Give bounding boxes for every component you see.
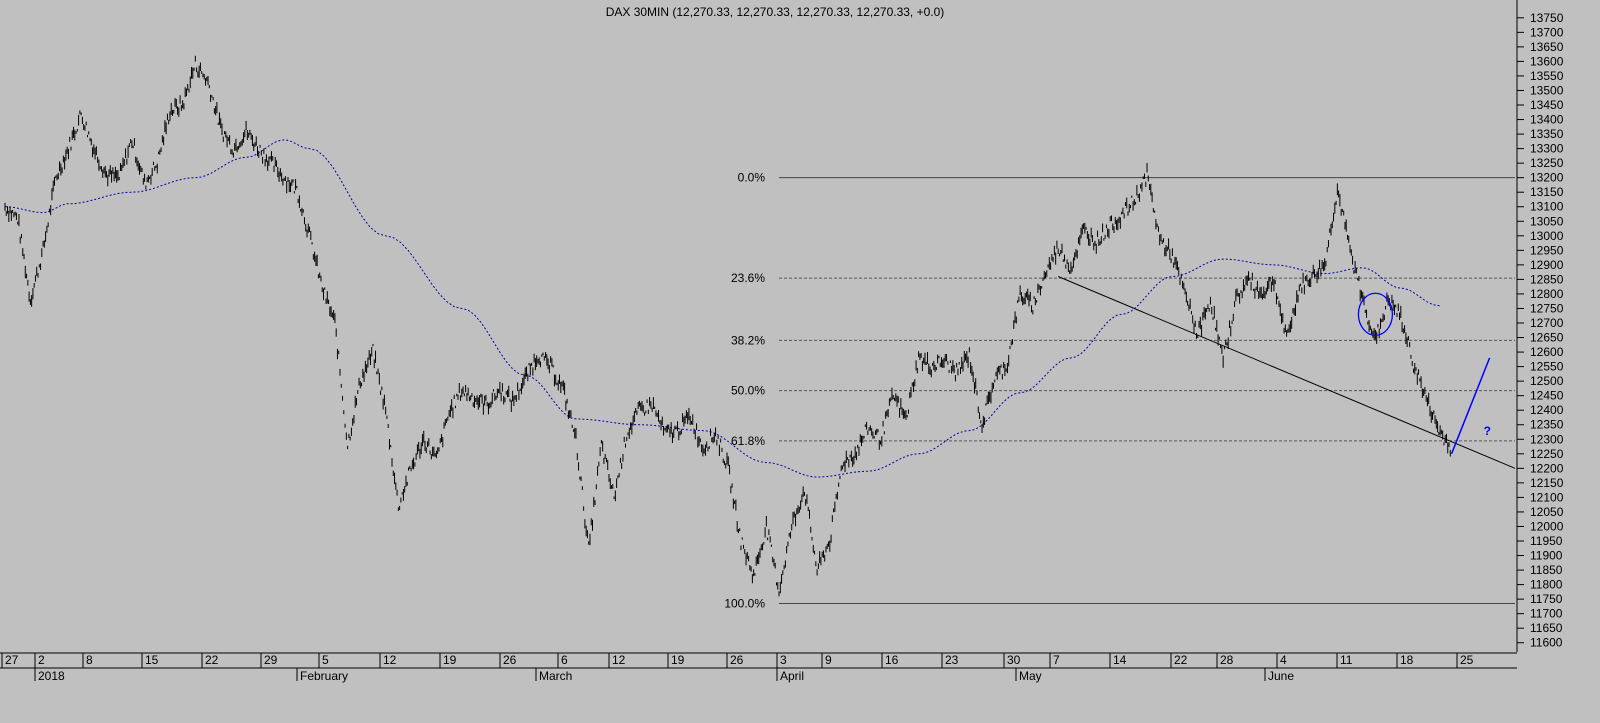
x-month-label: 2018 xyxy=(38,669,65,683)
x-day-label: 8 xyxy=(86,653,93,667)
x-day-label: 22 xyxy=(1174,653,1188,667)
y-tick-label: 11650 xyxy=(1530,621,1563,635)
y-tick-label: 13500 xyxy=(1530,83,1564,97)
fib-level-label: 38.2% xyxy=(731,333,765,347)
y-tick-label: 12250 xyxy=(1530,447,1564,461)
fib-level-label: 50.0% xyxy=(731,384,765,398)
x-month-label: April xyxy=(780,669,804,683)
y-tick-label: 12800 xyxy=(1530,287,1564,301)
y-tick-label: 13350 xyxy=(1530,127,1564,141)
x-day-label: 14 xyxy=(1113,653,1127,667)
y-tick-label: 13400 xyxy=(1530,113,1564,127)
x-month-label: May xyxy=(1019,669,1042,683)
x-month-label: March xyxy=(539,669,572,683)
x-day-label: 27 xyxy=(5,653,19,667)
fib-level-label: 0.0% xyxy=(738,171,766,185)
y-tick-label: 12700 xyxy=(1530,316,1564,330)
y-tick-label: 13450 xyxy=(1530,98,1564,112)
y-tick-label: 12200 xyxy=(1530,461,1564,475)
x-day-label: 3 xyxy=(780,653,787,667)
y-tick-label: 12600 xyxy=(1530,345,1564,359)
y-tick-label: 13650 xyxy=(1530,40,1564,54)
y-tick-label: 13550 xyxy=(1530,69,1564,83)
fib-level-label: 23.6% xyxy=(731,271,765,285)
x-day-label: 7 xyxy=(1053,653,1060,667)
y-tick-label: 13700 xyxy=(1530,25,1564,39)
fib-level-label: 61.8% xyxy=(731,434,765,448)
x-day-label: 26 xyxy=(730,653,744,667)
y-tick-label: 13050 xyxy=(1530,214,1564,228)
y-tick-label: 12050 xyxy=(1530,505,1564,519)
y-tick-label: 12350 xyxy=(1530,418,1564,432)
x-day-label: 11 xyxy=(1340,653,1353,667)
y-tick-label: 12750 xyxy=(1530,301,1564,315)
y-tick-label: 12950 xyxy=(1530,243,1564,257)
y-tick-label: 13300 xyxy=(1530,142,1564,156)
price-bars xyxy=(4,55,1451,597)
y-tick-label: 11950 xyxy=(1530,534,1563,548)
y-tick-label: 13000 xyxy=(1530,229,1564,243)
x-axis: 27 2 8 15 22 29 5 12 19 26 6 12 19 26 3 9 16 23 30 7 14 22 28 4… xyxy=(0,652,1517,683)
fibonacci-retracement: 0.0% 23.6% 38.2% 50.0% 61.8% 100.0% xyxy=(724,171,1515,610)
y-tick-label: 11700 xyxy=(1530,607,1563,621)
y-tick-label: 12550 xyxy=(1530,360,1564,374)
y-tick-label: 13750 xyxy=(1530,11,1564,25)
question-mark-label: ? xyxy=(1484,424,1491,438)
x-day-label: 25 xyxy=(1460,653,1474,667)
x-day-label: 23 xyxy=(945,653,959,667)
y-tick-label: 13600 xyxy=(1530,54,1564,68)
x-month-label: February xyxy=(300,669,348,683)
x-day-label: 30 xyxy=(1007,653,1021,667)
y-tick-label: 12300 xyxy=(1530,432,1564,446)
x-day-label: 19 xyxy=(443,653,457,667)
y-tick-label: 13250 xyxy=(1530,156,1564,170)
x-day-label: 9 xyxy=(825,653,832,667)
y-tick-label: 13150 xyxy=(1530,185,1564,199)
annotations: ? xyxy=(1357,292,1491,455)
x-day-label: 5 xyxy=(322,653,329,667)
y-tick-label: 12150 xyxy=(1530,476,1564,490)
y-tick-label: 11800 xyxy=(1530,578,1563,592)
x-day-label: 6 xyxy=(561,653,568,667)
y-tick-label: 12650 xyxy=(1530,331,1564,345)
moving-average xyxy=(4,139,1441,478)
x-month-label: June xyxy=(1268,669,1294,683)
y-tick-label: 12450 xyxy=(1530,389,1564,403)
fib-level-label: 100.0% xyxy=(724,596,765,610)
x-day-label: 12 xyxy=(612,653,626,667)
x-day-label: 19 xyxy=(671,653,685,667)
x-day-label: 12 xyxy=(383,653,397,667)
y-axis: 1160011650117001175011800118501190011950… xyxy=(1516,0,1564,652)
x-day-label: 29 xyxy=(264,653,278,667)
x-day-label: 18 xyxy=(1400,653,1414,667)
x-day-label: 4 xyxy=(1280,653,1287,667)
x-day-label: 22 xyxy=(205,653,219,667)
x-day-label: 28 xyxy=(1220,653,1234,667)
y-tick-label: 13200 xyxy=(1530,171,1564,185)
x-day-label: 16 xyxy=(885,653,899,667)
y-tick-label: 12900 xyxy=(1530,258,1564,272)
x-day-label: 2 xyxy=(38,653,45,667)
x-day-label: 26 xyxy=(503,653,517,667)
y-tick-label: 12100 xyxy=(1530,490,1564,504)
y-tick-label: 13100 xyxy=(1530,200,1564,214)
y-tick-label: 11850 xyxy=(1530,563,1563,577)
moving-average-line xyxy=(4,139,1441,478)
y-tick-label: 11600 xyxy=(1530,636,1563,650)
y-tick-label: 12000 xyxy=(1530,519,1564,533)
projection-line xyxy=(1450,357,1491,455)
y-tick-label: 11900 xyxy=(1530,549,1563,563)
y-tick-label: 11750 xyxy=(1530,592,1563,606)
circle-marker xyxy=(1357,292,1394,336)
chart-title: DAX 30MIN (12,270.33, 12,270.33, 12,270.… xyxy=(606,5,945,19)
x-day-label: 15 xyxy=(145,653,159,667)
y-tick-label: 12500 xyxy=(1530,374,1564,388)
y-tick-label: 12850 xyxy=(1530,272,1564,286)
y-tick-label: 12400 xyxy=(1530,403,1564,417)
